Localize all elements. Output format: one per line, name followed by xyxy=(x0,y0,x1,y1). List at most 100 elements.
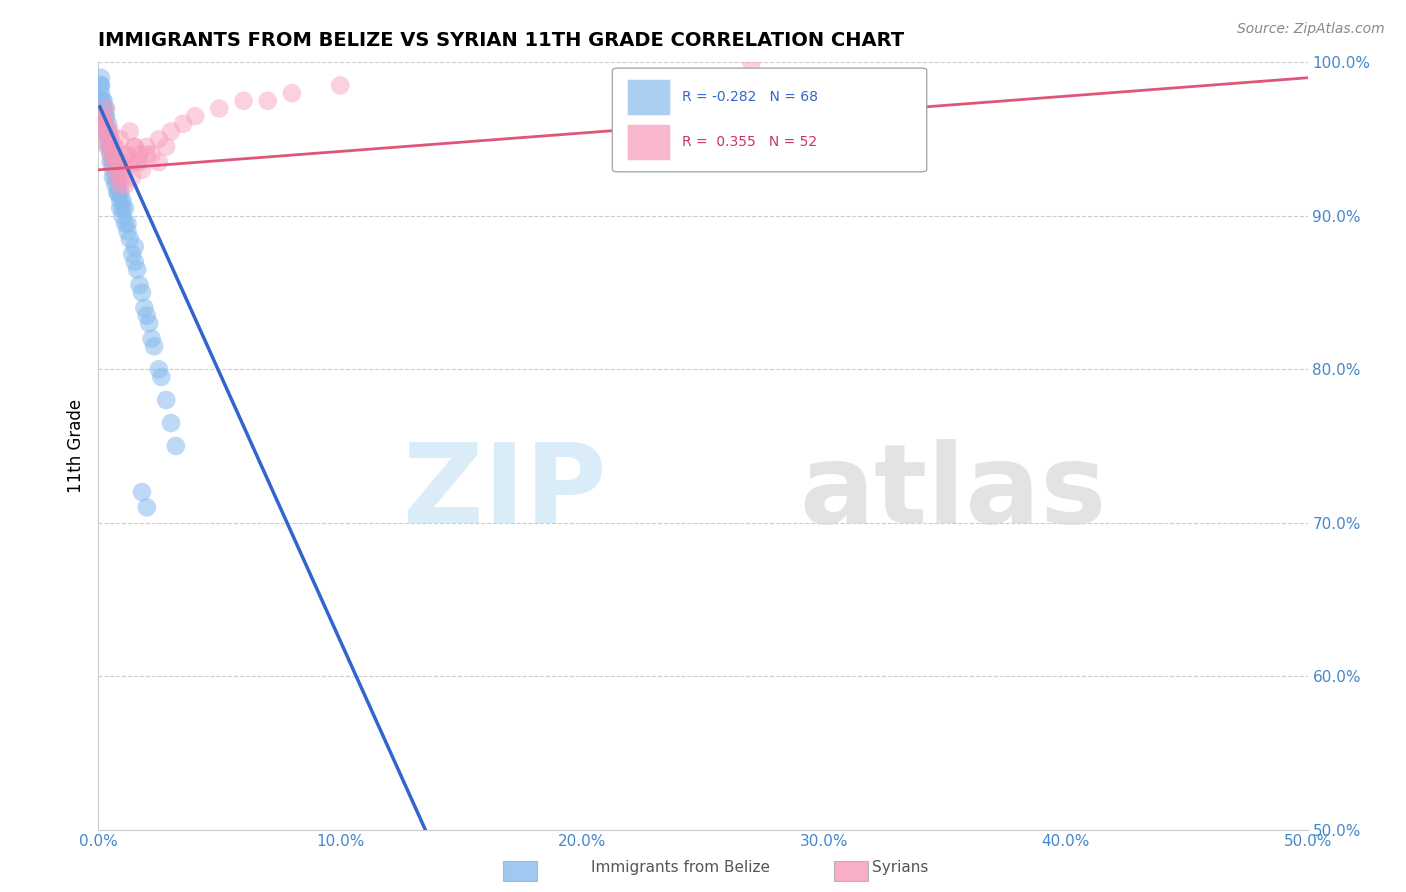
Point xyxy=(118,155,141,169)
Point xyxy=(90,94,112,108)
Point xyxy=(90,86,112,100)
Point xyxy=(107,170,129,185)
Point xyxy=(111,155,134,169)
Point xyxy=(148,362,170,376)
Point xyxy=(97,140,120,154)
Point xyxy=(160,416,183,430)
Point xyxy=(165,439,187,453)
Point xyxy=(114,178,136,193)
Point xyxy=(90,124,112,138)
Point xyxy=(135,140,157,154)
Point xyxy=(114,162,136,177)
Point xyxy=(97,124,120,138)
Text: Source: ZipAtlas.com: Source: ZipAtlas.com xyxy=(1237,22,1385,37)
Point xyxy=(108,162,131,177)
Point xyxy=(108,186,131,200)
Point xyxy=(100,140,122,154)
Point xyxy=(91,117,114,131)
Point xyxy=(108,132,131,146)
Point xyxy=(118,232,141,246)
Point xyxy=(127,155,149,169)
Point xyxy=(208,102,231,116)
Point xyxy=(135,309,157,323)
Point xyxy=(143,339,166,353)
Point xyxy=(107,155,129,169)
Bar xyxy=(503,861,537,880)
Point xyxy=(91,94,114,108)
Point xyxy=(91,117,114,131)
Point xyxy=(104,170,127,185)
Point xyxy=(108,178,131,193)
Point xyxy=(100,140,122,154)
Text: atlas: atlas xyxy=(800,439,1107,546)
Point xyxy=(148,155,170,169)
Point xyxy=(94,117,117,131)
Point xyxy=(114,217,136,231)
Point xyxy=(128,147,150,161)
Point xyxy=(134,301,156,315)
Point xyxy=(91,109,114,123)
Point xyxy=(97,124,120,138)
Point xyxy=(127,262,149,277)
Point xyxy=(121,170,143,185)
Point xyxy=(117,217,139,231)
Point xyxy=(141,332,163,346)
Point xyxy=(329,78,352,93)
Point xyxy=(97,140,120,154)
Point xyxy=(160,124,183,138)
Point xyxy=(97,117,120,131)
Point xyxy=(108,194,131,208)
Point xyxy=(172,117,194,131)
Point xyxy=(100,147,122,161)
Point xyxy=(117,224,139,238)
Point xyxy=(108,201,131,215)
Point xyxy=(91,102,114,116)
Point xyxy=(148,132,170,146)
Point xyxy=(111,209,134,223)
Point xyxy=(94,124,117,138)
Point xyxy=(141,147,163,161)
Point xyxy=(90,78,112,93)
Point xyxy=(100,155,122,169)
Point xyxy=(131,162,153,177)
Point xyxy=(121,247,143,261)
Point xyxy=(101,155,124,169)
Point xyxy=(124,255,146,269)
Point xyxy=(104,155,127,169)
Point xyxy=(135,500,157,515)
Point xyxy=(124,140,146,154)
Bar xyxy=(834,861,868,880)
Point xyxy=(107,178,129,193)
Point xyxy=(91,94,114,108)
Point xyxy=(281,86,304,100)
Point xyxy=(91,109,114,123)
Point xyxy=(117,147,139,161)
Point xyxy=(91,102,114,116)
Point xyxy=(740,55,762,70)
Point xyxy=(101,162,124,177)
Point xyxy=(124,140,146,154)
Point xyxy=(114,147,136,161)
Point xyxy=(138,316,160,330)
Point xyxy=(131,285,153,300)
Point xyxy=(135,147,157,161)
Point xyxy=(94,109,117,123)
Point xyxy=(100,132,122,146)
Text: Immigrants from Belize: Immigrants from Belize xyxy=(591,861,769,875)
Point xyxy=(131,485,153,500)
Point xyxy=(184,109,207,123)
Text: ZIP: ZIP xyxy=(404,439,606,546)
Point xyxy=(107,170,129,185)
Point xyxy=(114,201,136,215)
Point xyxy=(94,132,117,146)
Point xyxy=(104,140,127,154)
Point xyxy=(107,186,129,200)
Point xyxy=(101,155,124,169)
Point xyxy=(100,124,122,138)
Point xyxy=(101,155,124,169)
Point xyxy=(155,140,177,154)
Point xyxy=(232,94,254,108)
Point xyxy=(128,277,150,292)
Point xyxy=(256,94,278,108)
Point xyxy=(104,178,127,193)
